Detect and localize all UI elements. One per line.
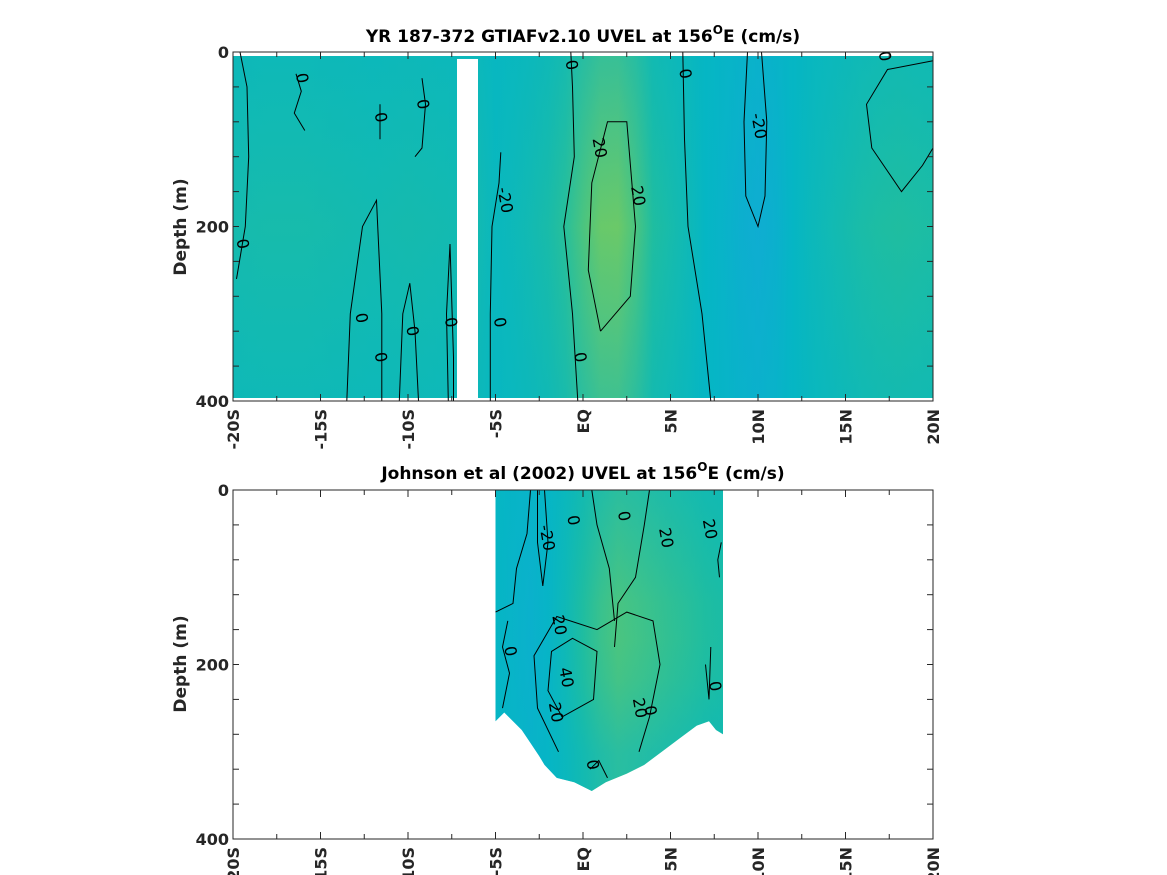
contour-label: 0 [640,704,660,717]
contour-label: 0 [675,67,695,80]
contour-label: 20 [629,696,651,719]
contour-label: 40 [555,666,577,689]
contour-label: 0 [570,351,590,364]
y-axis-label: Depth (m) [171,615,191,712]
contour-line [533,611,661,753]
contour-label: 20 [548,613,570,636]
y-tick-label: 200 [196,218,229,237]
missing-data-gap [457,58,478,403]
y-tick-labels: 0 200 400 [196,481,229,849]
contour-labels: 0 0 0 0 0 0 0 0 0 -20 0 0 20 20 0 -20 0 [232,50,895,364]
y-tick-label: 200 [196,656,229,675]
contour-line [717,542,722,578]
x-tick-label: -10S [399,847,418,875]
x-tick-label: -5S [487,847,506,875]
x-tick-label: 5N [662,409,681,434]
x-tick-label: -10S [399,409,418,449]
contour-label: 0 [413,98,433,111]
y-tick-label: 0 [218,43,229,62]
contour-label: -20 [494,186,517,215]
contour-label: 0 [441,316,461,329]
contour-line [236,51,250,279]
x-tick-label: 10N [749,847,768,875]
x-tick-label: EQ [574,409,593,434]
contour-label: -20 [536,523,559,552]
x-tick-label: -15S [312,847,331,875]
x-tick-label: 20N [924,847,943,875]
chart-title: Johnson et al (2002) UVEL at 156OE (cm/s… [380,460,784,484]
contour-line [445,243,454,402]
y-tick-label: 400 [196,392,229,411]
contour-line [495,489,531,613]
contour-line [537,489,549,587]
contour-label: 0 [705,679,725,692]
contour-label: 0 [563,514,583,527]
contour-label: 0 [500,645,520,658]
contour-line [587,121,637,332]
contour-line [489,152,502,401]
contour-label: 0 [582,758,602,771]
contour-lines [495,489,722,779]
contour-line [414,78,427,158]
contour-line [589,759,608,779]
x-tick-label: 5N [662,847,681,872]
x-tick-label: -20S [224,847,243,875]
chart-panel-bottom: Johnson et al (2002) UVEL at 156OE (cm/s… [171,460,943,875]
contour-lines [236,51,934,402]
contour-line [501,620,511,709]
chart-title: YR 187-372 GTIAFv2.10 UVEL at 156OE (cm/… [365,23,800,47]
contour-line [398,283,419,402]
contour-line [705,646,712,700]
velocity-field [495,490,723,792]
tick-marks [232,51,934,402]
contour-label: 0 [351,311,371,324]
x-tick-label: 10N [749,409,768,445]
contour-label: 0 [561,58,581,71]
contour-label: 0 [232,237,252,250]
x-tick-label: -15S [312,409,331,449]
x-tick-label: 20N [924,409,943,445]
contour-line [346,198,383,402]
contour-line [547,637,598,718]
x-tick-label: -5S [487,409,506,438]
contour-label: 20 [655,526,677,549]
contour-label: 0 [614,509,634,522]
contour-line [563,51,579,402]
x-tick-label: -20S [224,409,243,449]
contour-label: 20 [627,184,649,207]
contour-label: -20 [747,111,770,140]
x-tick-labels: -20S -15S -10S -5S EQ 5N 10N 15N 20N [224,847,943,875]
y-axis-label: Depth (m) [171,178,191,275]
contour-label: 20 [545,701,567,724]
x-tick-label: EQ [574,847,593,872]
y-tick-labels: 0 200 400 [196,43,229,411]
contour-label: 0 [371,111,391,124]
contour-label: 0 [371,351,391,364]
y-tick-label: 0 [218,481,229,500]
y-tick-label: 400 [196,830,229,849]
contour-label: 0 [490,316,510,329]
contour-line [591,489,615,621]
chart-panel-top: YR 187-372 GTIAFv2.10 UVEL at 156OE (cm/… [171,23,943,449]
contour-label: 20 [589,136,611,159]
contour-label: 0 [292,71,312,84]
x-tick-labels: -20S -15S -10S -5S EQ 5N 10N 15N 20N [224,409,943,449]
contour-label: 0 [875,50,895,63]
contour-line [865,60,934,193]
contour-line [682,51,712,402]
tick-marks [232,489,934,840]
contour-label: 0 [402,324,422,337]
x-tick-label: 15N [837,847,856,875]
contour-label: 20 [699,517,721,540]
contour-line [293,73,306,131]
contour-line [743,51,768,229]
x-tick-label: 15N [837,409,856,445]
